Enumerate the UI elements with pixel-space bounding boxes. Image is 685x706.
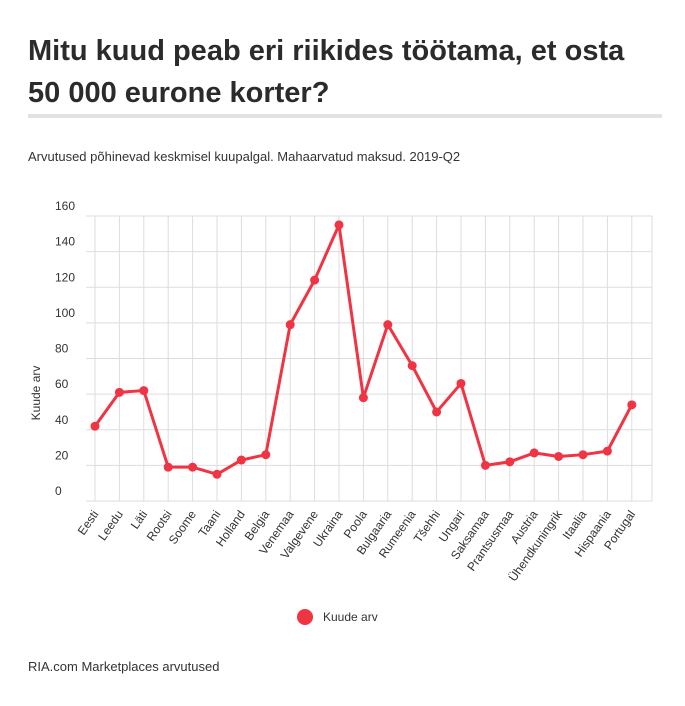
- data-point: [383, 320, 393, 330]
- y-tick-label: 20: [55, 448, 69, 462]
- title-divider: [28, 114, 662, 118]
- legend-label: Kuude arv: [323, 610, 378, 624]
- y-tick-label: 80: [55, 342, 69, 356]
- y-tick-label: 160: [55, 199, 75, 213]
- data-point: [163, 462, 173, 472]
- data-point: [139, 386, 149, 396]
- data-point: [480, 460, 490, 470]
- y-tick-label: 0: [55, 484, 62, 498]
- chart-subtitle: Arvutused põhinevad keskmisel kuupalgal.…: [28, 149, 461, 164]
- data-point: [627, 400, 637, 410]
- data-point: [456, 378, 466, 388]
- y-tick-label: 40: [55, 413, 69, 427]
- data-point: [529, 448, 539, 458]
- data-point: [310, 275, 320, 285]
- y-tick-label: 140: [55, 235, 75, 249]
- y-tick-label: 60: [55, 377, 69, 391]
- data-point: [114, 387, 124, 397]
- y-tick-label: 100: [55, 306, 75, 320]
- chart-title: Mitu kuud peab eri riikides töötama, et …: [28, 35, 625, 109]
- data-point: [285, 320, 295, 330]
- x-tick-label: Leedu: [95, 508, 126, 543]
- source-note: RIA.com Marketplaces arvutused: [28, 659, 220, 674]
- legend-marker: [297, 609, 313, 625]
- data-point: [261, 450, 271, 460]
- data-point: [358, 393, 368, 403]
- data-point: [432, 407, 442, 417]
- data-point: [188, 462, 198, 472]
- x-tick-label: Läti: [128, 508, 151, 532]
- data-point: [602, 446, 612, 456]
- chart-legend: Kuude arv: [297, 609, 378, 625]
- data-point: [212, 469, 222, 479]
- data-point: [578, 450, 588, 460]
- y-axis-label: Kuude arv: [29, 366, 43, 421]
- data-point: [236, 455, 246, 465]
- data-point: [505, 457, 515, 467]
- data-point: [90, 421, 100, 431]
- data-point: [334, 220, 344, 230]
- data-point: [407, 361, 417, 371]
- y-tick-label: 120: [55, 270, 75, 284]
- data-point: [554, 451, 564, 461]
